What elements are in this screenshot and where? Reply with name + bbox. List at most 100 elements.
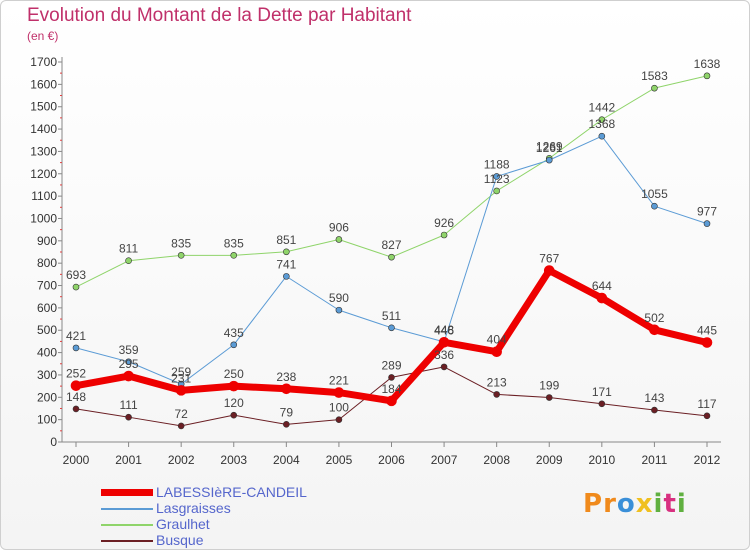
data-label: 199 (539, 379, 559, 393)
y-tick-label: 500 (37, 323, 57, 337)
x-tick-label: 2010 (588, 453, 615, 467)
data-label: 221 (329, 374, 349, 388)
data-point (125, 257, 132, 265)
data-point (598, 132, 606, 140)
data-point (333, 387, 345, 398)
data-point (649, 324, 660, 336)
y-tick-label: 100 (37, 413, 57, 427)
data-label: 906 (329, 220, 349, 234)
data-label: 644 (592, 279, 612, 293)
legend-swatch (101, 524, 153, 526)
data-point (72, 283, 80, 291)
y-tick-label: 1100 (31, 189, 57, 203)
data-label: 767 (539, 252, 559, 266)
data-point (388, 253, 395, 261)
data-label: 143 (644, 391, 664, 405)
legend-label: LABESSIèRE-CANDEIL (156, 484, 307, 500)
data-point (493, 391, 500, 398)
data-label: 1055 (641, 187, 668, 201)
data-point (123, 370, 134, 382)
x-tick-label: 2000 (63, 453, 90, 467)
x-tick-label: 2011 (642, 453, 668, 467)
data-label: 1442 (588, 101, 615, 115)
data-label: 295 (119, 357, 139, 371)
x-tick-label: 2007 (431, 453, 458, 467)
data-point (283, 248, 290, 256)
data-point (228, 380, 240, 392)
data-label: 835 (171, 236, 191, 250)
data-label: 1188 (484, 157, 510, 171)
data-point (598, 116, 606, 123)
y-tick-label: 1000 (30, 211, 57, 225)
data-label: 1261 (536, 141, 563, 155)
data-point (281, 383, 292, 395)
legend-label: Busque (156, 532, 204, 548)
x-tick-label: 2005 (326, 453, 353, 467)
data-label: 511 (382, 309, 401, 323)
legend-swatch (101, 508, 153, 510)
data-label: 851 (276, 233, 296, 247)
legend-label: Graulhet (156, 516, 210, 532)
data-point (440, 363, 448, 371)
data-label: 590 (329, 291, 349, 305)
data-label: 238 (276, 370, 296, 384)
data-label: 811 (119, 242, 138, 256)
data-point (545, 394, 553, 401)
y-tick-label: 800 (37, 256, 57, 270)
logo-letter: P (583, 489, 604, 519)
data-label: 72 (174, 407, 188, 421)
data-label: 446 (434, 323, 454, 337)
data-label: 977 (697, 205, 717, 219)
x-tick-label: 2002 (168, 453, 195, 467)
data-label: 835 (224, 236, 244, 250)
chart-subtitle: (en €) (27, 29, 59, 43)
data-point (283, 421, 290, 428)
data-label: 79 (280, 405, 294, 419)
data-point (651, 84, 658, 92)
y-tick-label: 700 (37, 279, 57, 293)
x-tick-label: 2001 (115, 453, 142, 467)
data-label: 171 (592, 385, 612, 399)
data-label: 404 (487, 333, 507, 347)
y-tick-label: 1300 (30, 144, 57, 158)
legend-swatch (101, 489, 153, 496)
data-label: 289 (381, 358, 401, 372)
data-point (175, 385, 187, 396)
data-label: 435 (224, 326, 244, 340)
data-point (72, 405, 80, 413)
y-tick-label: 0 (50, 435, 57, 449)
data-label: 1269 (536, 139, 563, 153)
data-label: 231 (171, 371, 191, 385)
data-point (335, 416, 343, 423)
logo-letter: i (653, 489, 664, 519)
y-tick-label: 600 (37, 301, 57, 315)
data-point (388, 374, 395, 381)
data-label: 259 (171, 365, 191, 379)
data-point (596, 292, 608, 304)
data-label: 926 (434, 216, 454, 230)
proxiti-logo: Proxiti (583, 489, 687, 519)
x-tick-label: 2003 (220, 453, 247, 467)
x-tick-label: 2012 (694, 453, 721, 467)
data-label: 100 (329, 401, 349, 415)
y-tick-label: 1500 (30, 100, 57, 114)
y-tick-label: 1200 (30, 167, 57, 181)
logo-letter: t (663, 489, 677, 519)
logo-letter: o (616, 489, 636, 519)
y-tick-label: 1600 (30, 77, 57, 91)
data-point (72, 344, 80, 352)
data-point (651, 406, 658, 414)
data-labels: 148 111 72 120 79 100 289 336 213 199 171 143 117 693… (66, 57, 721, 421)
x-tick-label: 2006 (378, 453, 405, 467)
data-label: 359 (119, 343, 139, 357)
data-point (230, 252, 238, 259)
data-point (386, 395, 397, 407)
axes: 0 100 200 300 400 500 600 700 800 900 1000 1100 1200… (30, 55, 721, 467)
logo-letter: r (603, 489, 617, 519)
data-label: 250 (224, 367, 244, 381)
logo-letter: i (676, 489, 687, 519)
legend-swatch (101, 540, 153, 542)
data-label: 421 (66, 329, 86, 343)
